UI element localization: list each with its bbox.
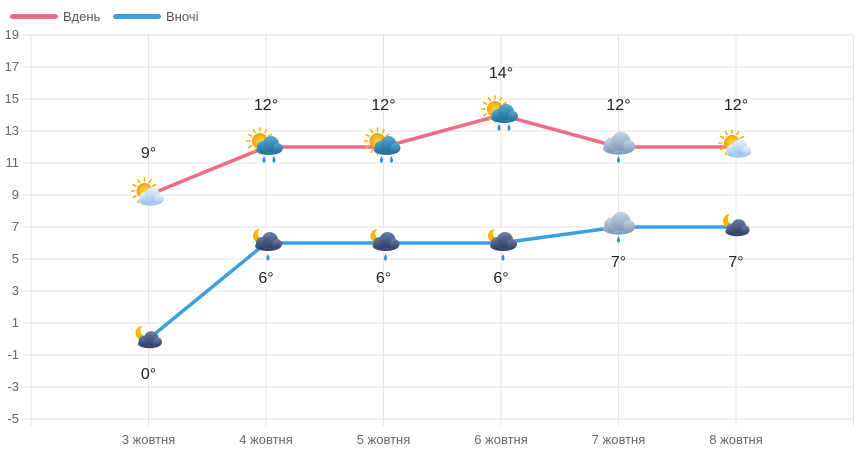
legend-item-0[interactable]: Вдень: [10, 9, 101, 24]
sun-cloud-rain-icon: [363, 127, 401, 163]
y-tick-label: 11: [6, 155, 20, 170]
legend-swatch: [10, 14, 58, 19]
y-tick-label: 15: [5, 91, 19, 106]
y-tick-label: 13: [5, 123, 19, 138]
data-label: 6°: [493, 270, 508, 287]
y-tick-label: -3: [7, 379, 19, 394]
data-label: 6°: [258, 270, 273, 287]
data-label: 12°: [254, 97, 278, 114]
data-label: 14°: [489, 65, 513, 82]
legend[interactable]: Вдень Вночі: [10, 9, 199, 24]
y-tick-label: 5: [12, 251, 19, 266]
legend-item-1[interactable]: Вночі: [113, 9, 199, 24]
series-line-0: [146, 113, 738, 197]
moon-cloud-rain-icon: [370, 227, 400, 261]
y-tick-label: 19: [5, 27, 19, 42]
moon-cloud-icon: [723, 212, 750, 237]
data-label: 9°: [141, 145, 156, 162]
y-axis: 19 17 15 13 11 9 7 5 3 1 -1 -3 -5: [5, 27, 19, 426]
y-tick-label: -5: [7, 411, 19, 426]
data-label: 12°: [606, 97, 630, 114]
x-axis: 3 жовтня 4 жовтня 5 жовтня 6 жовтня 7 жовтня…: [122, 432, 763, 447]
x-tick-label: 3 жовтня: [122, 432, 176, 447]
data-label: 12°: [371, 97, 395, 114]
legend-label: Вночі: [166, 9, 199, 24]
x-tick-label: 7 жовтня: [592, 432, 646, 447]
y-tick-label: 3: [12, 283, 19, 298]
data-label: 6°: [376, 270, 391, 287]
moon-cloud-rain-icon: [488, 227, 517, 261]
y-tick-label: -1: [7, 347, 19, 362]
y-tick-label: 7: [12, 219, 19, 234]
series-line-1: [146, 225, 738, 341]
sun-cloud-rain-icon: [246, 127, 283, 163]
legend-swatch: [113, 14, 161, 19]
moon-cloud-rain-icon: [253, 227, 282, 261]
value-labels: 9° 12° 12° 14° 12° 12° 0° 6° 6° 6° 7° 7°: [141, 65, 748, 383]
y-tick-label: 17: [5, 59, 19, 74]
data-label: 7°: [728, 254, 743, 271]
sun-cloud-icon: [718, 129, 752, 158]
x-tick-label: 8 жовтня: [709, 432, 763, 447]
x-tick-label: 6 жовтня: [474, 432, 528, 447]
x-tick-label: 5 жовтня: [357, 432, 411, 447]
data-label: 7°: [611, 254, 626, 271]
cloud-rain-icon: [602, 211, 636, 243]
y-tick-label: 1: [12, 315, 19, 330]
x-tick-label: 4 жовтня: [239, 432, 293, 447]
sun-cloud-icon: [130, 177, 164, 206]
sun-cloud-rain-icon: [481, 95, 518, 131]
moon-cloud-icon: [135, 324, 163, 349]
data-label: 12°: [724, 97, 748, 114]
y-tick-label: 9: [12, 187, 19, 202]
weather-icons: [130, 95, 752, 349]
legend-label: Вдень: [63, 9, 101, 24]
cloud-rain-icon: [602, 131, 636, 163]
data-label: 0°: [141, 366, 156, 383]
